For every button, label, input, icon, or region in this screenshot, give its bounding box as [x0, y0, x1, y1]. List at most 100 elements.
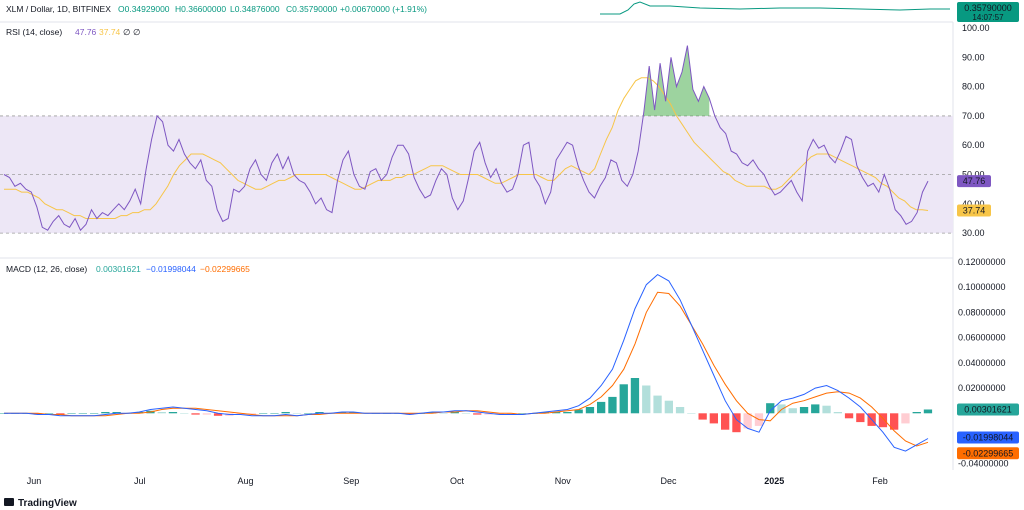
macd-histogram-bar: [33, 413, 42, 415]
macd-histogram: [0, 378, 933, 433]
macd-y-tick: 0.04000000: [958, 358, 1006, 368]
rsi-y-tick: 80.00: [962, 82, 985, 92]
rsi-line: [3, 45, 929, 232]
macd-histogram-bar: [901, 413, 910, 424]
macd-histogram-bar: [597, 401, 606, 414]
macd-last-badge: [957, 431, 1019, 444]
time-axis-label: Nov: [555, 476, 572, 486]
time-axis[interactable]: Jun Jul Aug Sep Oct Nov Dec 2025 Feb: [27, 476, 888, 486]
macd-histogram-bar: [270, 413, 279, 414]
macd-histogram-bar: [799, 407, 809, 414]
macd-histogram-bar: [777, 404, 786, 414]
macd-histogram-bar: [484, 413, 493, 415]
rsi-y-tick: 70.00: [962, 111, 985, 121]
macd-histogram-bar: [292, 413, 302, 414]
macd-histogram-bar: [563, 412, 572, 414]
macd-histogram-bar: [337, 412, 347, 414]
tradingview-logo[interactable]: TradingView: [4, 498, 77, 509]
macd-panel[interactable]: 0.12000000 0.10000000 0.08000000 0.06000000…: [0, 257, 1019, 469]
time-axis-label: Jun: [27, 476, 42, 486]
macd-y-tick: 0.06000000: [958, 333, 1006, 343]
tradingview-logo-icon: [4, 498, 14, 506]
macd-legend-histogram: 0.00301621: [96, 264, 141, 274]
macd-histogram-bar: [912, 412, 921, 414]
macd-histogram-bar: [540, 412, 549, 414]
macd-legend-signal: −0.02299665: [200, 264, 250, 274]
macd-histogram-bar: [450, 412, 459, 414]
macd-histogram-bar: [304, 413, 313, 414]
macd-histogram-bar: [236, 413, 245, 415]
macd-histogram-bar: [619, 384, 628, 414]
macd-histogram-bar: [664, 400, 673, 414]
macd-histogram-bar: [585, 407, 595, 414]
macd-y-tick: 0.08000000: [958, 307, 1006, 317]
macd-histogram-bar: [709, 413, 718, 424]
rsi-y-tick: 30.00: [962, 228, 985, 238]
macd-histogram-bar: [90, 413, 99, 414]
rsi-y-tick: 50.00: [962, 170, 985, 180]
macd-histogram-bar: [67, 413, 76, 414]
rsi-legend-extra-1: ∅: [123, 27, 131, 37]
rsi-legend-name[interactable]: RSI (14, close): [6, 27, 62, 37]
price-badge-value: 0.35790000: [964, 3, 1012, 13]
macd-histogram-bar: [833, 412, 842, 414]
rsi-ma-last-value-badge: [957, 204, 991, 217]
ohlc-change: +0.00670000 (+1.91%): [340, 4, 427, 14]
macd-y-tick: 0.02000000: [958, 383, 1006, 393]
macd-histogram-bar: [44, 413, 54, 414]
rsi-legend-ma-value: 37.74: [99, 27, 121, 37]
macd-histogram-bar: [890, 413, 899, 430]
macd-y-tick: -0.04000000: [958, 459, 1009, 469]
macd-histogram-bar: [78, 413, 87, 414]
macd-histogram-last-text: 0.00301621: [964, 405, 1012, 415]
rsi-overbought-fill: [643, 45, 710, 116]
macd-histogram-bar: [766, 403, 775, 414]
macd-histogram-bar: [923, 409, 933, 414]
macd-histogram-bar: [157, 412, 166, 414]
macd-histogram-bar: [112, 412, 121, 414]
symbol-title[interactable]: XLM / Dollar, 1D, BITFINEX: [6, 4, 111, 14]
ohlc-low: L0.34876000: [230, 4, 280, 14]
macd-histogram-bar: [247, 413, 256, 415]
rsi-legend-extra-2: ∅: [133, 27, 141, 37]
macd-histogram-bar: [202, 413, 211, 415]
rsi-y-axis: 100.00 90.00 80.00 70.00 60.00 50.00 40.00 30.0…: [962, 23, 990, 238]
time-axis-label: Sep: [343, 476, 359, 486]
macd-histogram-bar: [630, 378, 640, 414]
macd-histogram-bar: [721, 413, 730, 430]
macd-signal-line: [4, 291, 929, 447]
macd-histogram-bar: [687, 413, 696, 414]
macd-histogram-bar: [518, 413, 527, 414]
macd-histogram-bar: [281, 412, 290, 414]
macd-histogram-bar: [675, 407, 685, 414]
macd-histogram-bar: [788, 408, 797, 414]
macd-histogram-bar: [608, 396, 617, 414]
ohlc-open: O0.34929000: [118, 4, 170, 14]
ohlc-close: C0.35790000: [286, 4, 337, 14]
macd-y-axis: 0.12000000 0.10000000 0.08000000 0.06000000…: [958, 257, 1009, 469]
macd-histogram-bar: [168, 412, 178, 414]
macd-histogram-bar: [844, 413, 854, 419]
macd-histogram-bar: [259, 413, 268, 414]
macd-histogram-bar: [315, 412, 324, 414]
time-axis-label: 2025: [764, 476, 784, 486]
macd-legend-name[interactable]: MACD (12, 26, close): [6, 264, 87, 274]
macd-histogram-bar: [180, 413, 189, 414]
time-axis-label: Oct: [450, 476, 465, 486]
macd-histogram-bar: [552, 412, 561, 414]
macd-y-tick: 0.12000000: [958, 257, 1006, 267]
tradingview-logo-text: TradingView: [18, 498, 77, 509]
macd-histogram-bar: [101, 412, 110, 414]
macd-line: [4, 273, 929, 452]
rsi-panel[interactable]: 100.00 90.00 80.00 70.00 60.00 50.00 40.00 30.0…: [0, 23, 991, 238]
macd-histogram-bar: [642, 385, 651, 414]
macd-histogram-bar: [473, 413, 482, 415]
macd-histogram-bar: [135, 412, 144, 414]
time-axis-label: Dec: [660, 476, 677, 486]
time-axis-label: Aug: [237, 476, 253, 486]
macd-histogram-bar: [461, 413, 471, 414]
rsi-overbought-area: [643, 45, 710, 116]
rsi-ma-last-value-text: 37.74: [963, 206, 986, 216]
header-bar: XLM / Dollar, 1D, BITFINEX O0.34929000 H…: [6, 1, 1019, 22]
